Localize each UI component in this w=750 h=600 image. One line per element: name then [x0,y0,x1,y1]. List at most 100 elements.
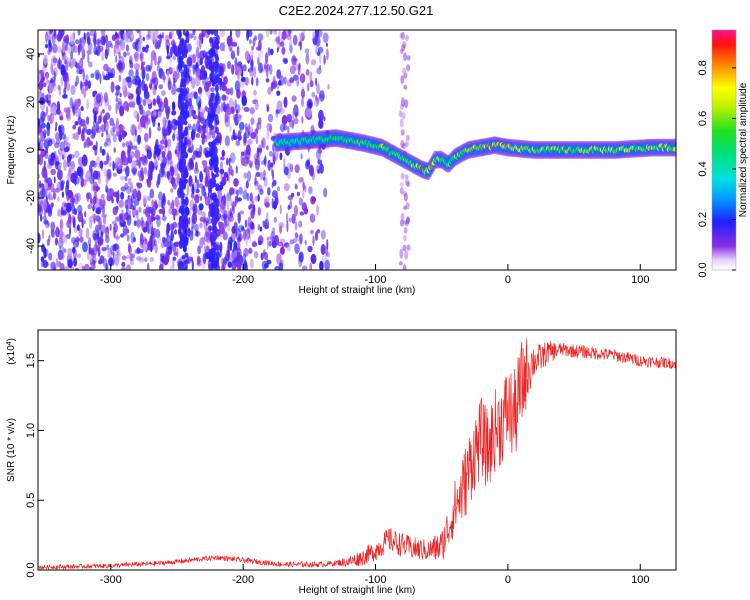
noise-blob [158,84,164,90]
streak-blob [215,166,220,174]
noise-blob [144,257,148,263]
noise-blob [326,48,329,61]
noise-blob [61,41,66,53]
noise-blob [315,35,321,47]
noise-blob [242,261,248,270]
noise-blob [48,103,54,108]
noise-blob [172,123,177,131]
noise-blob [103,168,108,177]
noise-blob [309,263,312,270]
noise-blob [158,199,162,208]
noise-blob [291,95,297,102]
noise-blob [193,110,196,115]
noise-blob [80,177,84,188]
noise-blob [314,30,320,38]
noise-blob [86,192,90,202]
noise-blob [234,195,239,204]
noise-blob [123,161,129,166]
noise-blob [107,247,113,260]
ridge-peak-blob [672,146,676,152]
noise-blob [196,255,201,265]
x-tick-label: 100 [631,574,649,586]
noise-blob [318,54,322,64]
noise-blob [91,213,97,219]
noise-blob [187,92,193,101]
noise-blob [317,159,323,165]
noise-blob [138,30,142,39]
noise-blob [161,164,165,176]
noise-blob [227,223,231,232]
noise-blob [199,216,205,222]
noise-blob [253,251,259,259]
noise-blob [281,244,284,250]
noise-blob [159,33,162,45]
noise-blob [109,223,112,231]
noise-blob [154,228,157,237]
noise-blob [278,30,281,38]
noise-blob [47,191,52,201]
noise-blob [136,208,139,220]
noise-blob [204,196,210,206]
noise-blob [230,50,236,60]
noise-blob [242,190,248,200]
noise-blob [110,127,115,136]
noise-blob [127,76,132,89]
noise-blob [211,130,216,139]
noise-blob [134,128,137,137]
noise-blob [315,77,318,86]
y-tick-label: 1.0 [25,423,37,438]
noise-blob [243,172,248,179]
x-tick-label: -100 [365,574,387,586]
noise-blob [169,161,174,171]
noise-blob [98,177,102,185]
noise-blob [170,30,175,38]
noise-blob [233,240,237,251]
streak-blob [211,106,216,113]
noise-blob [165,39,171,50]
noise-blob [57,84,61,91]
noise-blob [176,142,179,153]
noise-blob [84,210,87,218]
noise-blob [166,44,169,56]
noise-blob [126,150,130,157]
noise-blob [291,213,296,224]
noise-blob [75,39,80,45]
noise-blob [148,126,152,139]
noise-blob [118,199,124,208]
noise-blob [126,51,131,56]
noise-blob [96,93,102,104]
streak-blob [211,192,216,201]
noise-blob [229,157,232,162]
noise-blob [53,142,60,149]
noise-blob [44,177,47,184]
noise-blob [44,248,49,258]
noise-blob [157,126,161,132]
noise-blob [42,172,48,178]
noise-blob [131,101,136,109]
noise-blob [294,243,300,255]
noise-blob [146,44,149,49]
noise-blob [136,256,142,261]
noise-blob [323,54,326,65]
noise-blob [70,266,75,270]
noise-blob [100,124,106,133]
noise-blob [138,161,141,169]
noise-blob [146,34,151,40]
noise-blob [199,222,203,229]
noise-blob [257,224,261,231]
noise-blob [253,66,257,78]
noise-blob [65,142,71,149]
noise-blob [197,52,201,59]
noise-blob [191,183,195,195]
noise-blob [279,246,285,255]
streak-blob [182,179,187,189]
noise-blob [236,45,240,57]
noise-blob [247,216,252,227]
streak-blob [184,99,189,110]
noise-blob [145,64,151,72]
streak-blob [209,48,214,56]
noise-blob [186,125,193,130]
noise-blob [101,246,107,252]
noise-blob [296,191,301,197]
streak-blob [208,65,213,71]
